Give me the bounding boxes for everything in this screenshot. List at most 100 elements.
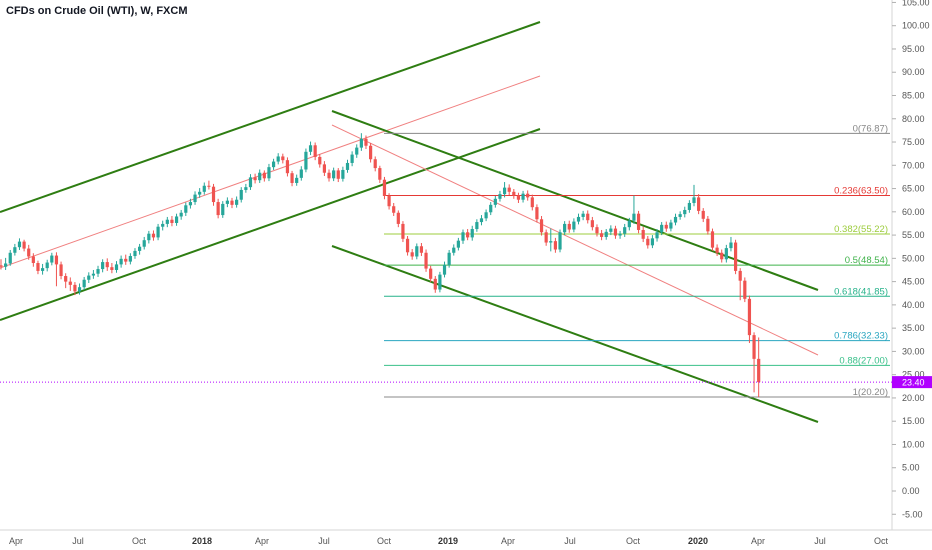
price-tick-label: -5.00: [902, 509, 923, 519]
candle-body: [586, 213, 590, 221]
last-price-tag: [892, 376, 932, 389]
candle-body: [359, 138, 363, 148]
candle-body: [341, 169, 345, 179]
candle-body: [401, 223, 405, 239]
candle-body: [609, 228, 613, 232]
candle-body: [161, 223, 165, 227]
candle-body: [664, 224, 668, 229]
price-tick-label: 50.00: [902, 253, 925, 263]
time-tick-label: Apr: [751, 536, 765, 546]
candle-body: [415, 246, 419, 257]
candle-body: [387, 195, 391, 207]
candle-body: [179, 212, 183, 217]
price-axis[interactable]: 105.00 100.00 95.00 90.00 85.00 80.00 75.00 70.…: [892, 0, 930, 519]
candle-body: [110, 267, 114, 270]
candle-body: [128, 256, 132, 262]
candle-body: [188, 202, 193, 206]
candle-body: [101, 262, 105, 270]
candle-body: [40, 268, 45, 271]
candle-body: [271, 161, 276, 168]
candle-body: [539, 219, 544, 233]
candle-body: [64, 276, 68, 282]
candle-body: [466, 232, 470, 238]
candle-body: [31, 256, 35, 264]
price-tick-label: 75.00: [902, 137, 925, 147]
time-tick-label: Jul: [318, 536, 330, 546]
candle-body: [8, 252, 12, 264]
candle-body: [613, 228, 618, 236]
candle-body: [581, 213, 585, 217]
candle-body: [572, 221, 576, 230]
price-tick-label: 65.00: [902, 184, 925, 194]
candle-body: [193, 194, 197, 203]
candle-body: [618, 233, 622, 236]
candle-body: [549, 241, 553, 243]
candle-body: [207, 185, 211, 187]
candle-body: [262, 172, 266, 179]
candle-body: [87, 275, 91, 280]
candle-body: [382, 179, 387, 196]
candle-body: [244, 187, 248, 190]
time-tick-label: Oct: [626, 536, 641, 546]
price-tick-label: 20.00: [902, 393, 925, 403]
candle-body: [701, 210, 705, 219]
price-tick-label: 95.00: [902, 44, 925, 54]
candle-body: [516, 195, 521, 200]
candle-body: [239, 189, 243, 200]
time-tick-label: Jul: [814, 536, 826, 546]
fibonacci-retracement[interactable]: 0(76.87) 0.236(63.50) 0.382(55.22) 0.5(48.5…: [384, 123, 890, 398]
candle-body: [678, 214, 682, 217]
candle-body: [295, 177, 299, 183]
candle-body: [225, 200, 229, 204]
candle-body: [604, 231, 608, 237]
candle-body: [627, 220, 631, 228]
descending-upper-line[interactable]: [331, 110, 819, 291]
candle-body: [447, 252, 451, 265]
candle-body: [276, 156, 280, 162]
candle-body: [114, 264, 119, 270]
candle-body: [590, 220, 594, 228]
candle-body: [475, 222, 479, 230]
candles: [0, 133, 761, 398]
candle-body: [567, 223, 571, 230]
candle-body: [687, 202, 691, 210]
candle-body: [706, 218, 710, 232]
candle-body: [285, 160, 290, 174]
candle-body: [235, 199, 239, 205]
candle-body: [369, 145, 373, 160]
candle-body: [50, 255, 54, 263]
fib-level-label: 0(76.87): [853, 123, 888, 134]
candle-body: [433, 278, 437, 290]
price-tick-label: 0.00: [902, 486, 920, 496]
candle-body: [623, 227, 627, 234]
time-axis[interactable]: Apr Jul Oct 2018 Apr Jul Oct 2019 Apr Jul Oct 2020 A…: [9, 536, 889, 546]
candle-body: [27, 248, 31, 257]
trendlines[interactable]: [0, 21, 819, 423]
candle-body: [405, 238, 410, 253]
candle-body: [59, 264, 63, 277]
lower-channel-line[interactable]: [0, 128, 541, 321]
last-price-marker: 23.40: [0, 376, 932, 389]
fib-level-label: 0.382(55.22): [834, 224, 888, 235]
time-tick-label: Jul: [564, 536, 576, 546]
candle-body: [138, 246, 142, 251]
candle-body: [669, 222, 673, 229]
candle-body: [142, 240, 146, 247]
candle-body: [36, 263, 40, 271]
descending-midline[interactable]: [331, 124, 819, 356]
candle-body: [68, 281, 72, 285]
candle-body: [248, 177, 253, 188]
candle-body: [419, 246, 424, 253]
candle-body: [350, 154, 354, 163]
candle-body: [479, 218, 484, 223]
candle-body: [151, 233, 156, 238]
descending-lower-line[interactable]: [331, 245, 819, 423]
candle-body: [484, 212, 488, 219]
candle-body: [198, 191, 202, 195]
upper-channel-line[interactable]: [0, 21, 541, 213]
time-tick-label: Apr: [501, 536, 515, 546]
time-tick-label: Apr: [9, 536, 23, 546]
candle-body: [216, 202, 220, 216]
candle-body: [373, 159, 377, 169]
